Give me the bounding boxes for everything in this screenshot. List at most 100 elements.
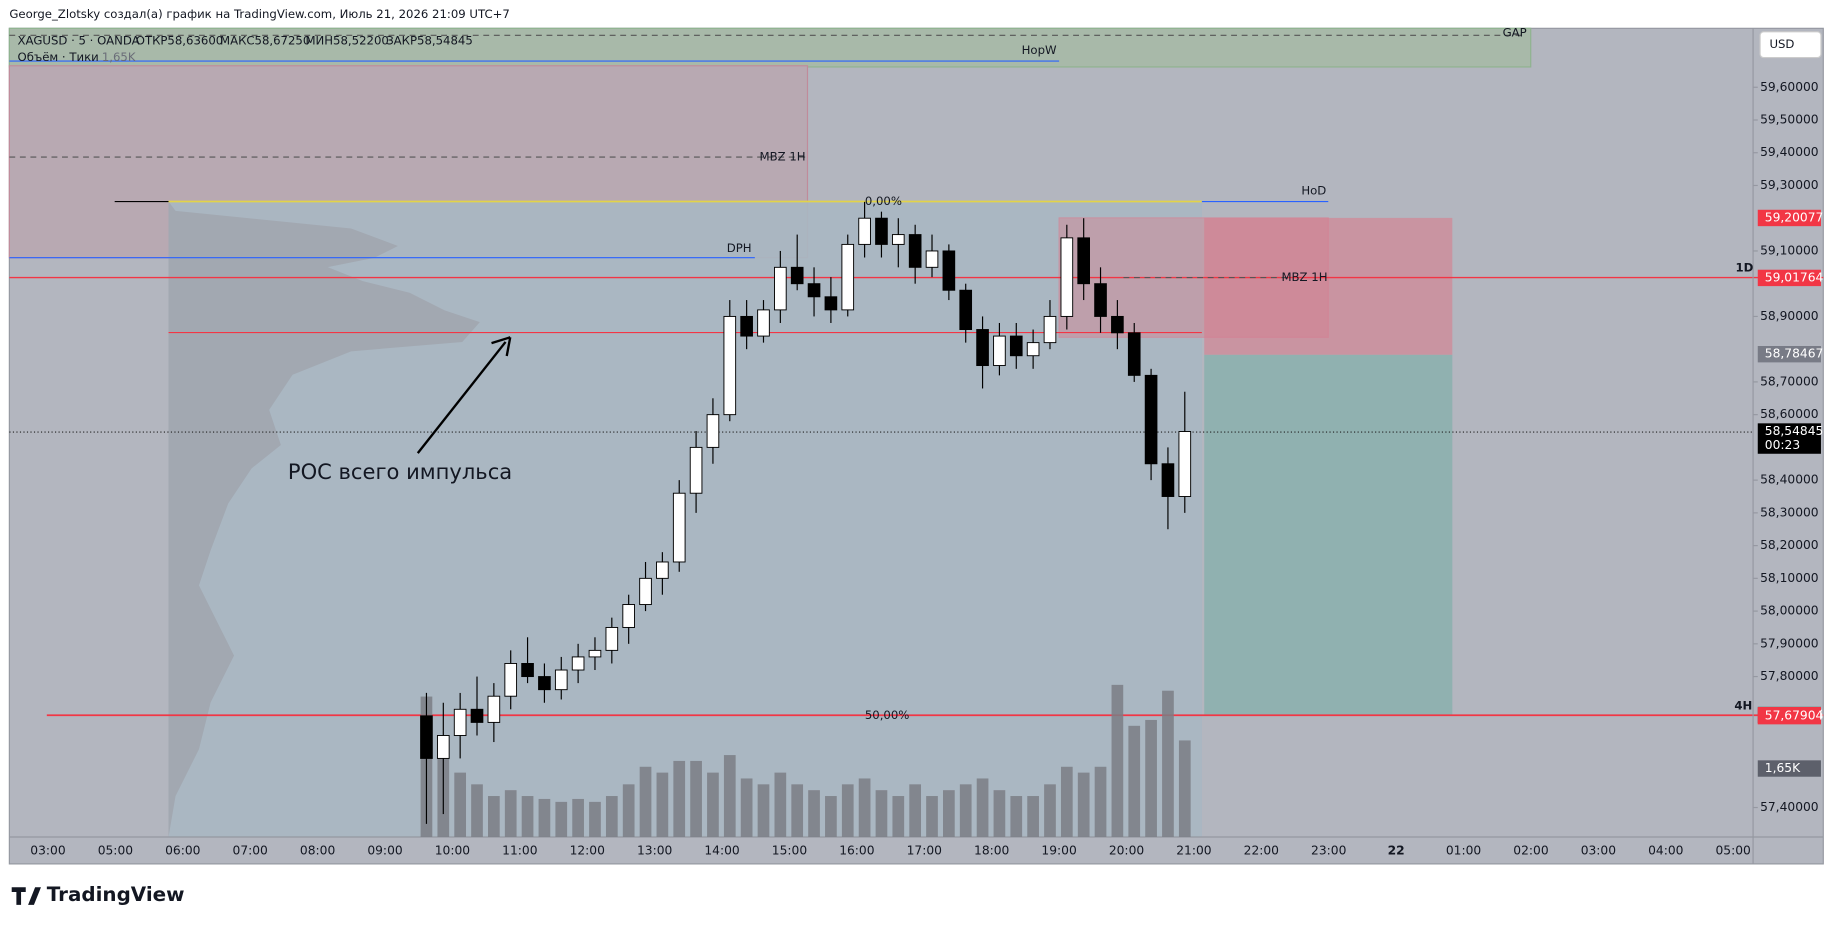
y-tick-label: 59,10000 [1760, 243, 1819, 257]
x-tick-label: 07:00 [233, 844, 268, 858]
x-tick-label: 20:00 [1109, 844, 1144, 858]
hopw-label: HopW [1022, 43, 1057, 57]
volume-bar [1111, 684, 1124, 837]
candle-body [453, 708, 467, 736]
candle-body [891, 234, 905, 245]
x-tick-label: 17:00 [907, 844, 942, 858]
volume-bar [791, 784, 804, 837]
candle-body [639, 577, 652, 606]
y-tick-label: 58,20000 [1760, 538, 1819, 552]
x-tick-label: 16:00 [839, 844, 874, 858]
volume-bar [959, 784, 972, 837]
volume-bar [538, 798, 551, 837]
x-tick-label: 02:00 [1513, 844, 1548, 858]
candle-body [959, 289, 973, 330]
candle-body [1009, 335, 1023, 357]
volume-bar [673, 760, 686, 837]
volume-bar [757, 784, 770, 837]
poc-label: POC всего импульса [288, 459, 512, 484]
candle-body [1043, 315, 1057, 344]
currency-button[interactable] [1759, 31, 1822, 59]
tf-1d: 1D [1736, 261, 1754, 275]
volume-bar [589, 801, 601, 837]
currency-label[interactable]: USD [1769, 37, 1794, 51]
volume-bar [1145, 719, 1157, 837]
arrow [416, 341, 507, 454]
candle-body [942, 250, 956, 291]
y-tick-label: 59,50000 [1760, 112, 1819, 126]
high: МАКС58,67250 [220, 34, 310, 48]
x-tick-label: 12:00 [570, 844, 605, 858]
y-tick-label: 57,40000 [1760, 800, 1819, 814]
candle-body [1060, 237, 1074, 317]
candle-body [790, 266, 804, 285]
y-tick-label: 58,10000 [1760, 571, 1819, 585]
volume-bar [1044, 784, 1056, 837]
x-tick-label: 04:00 [1648, 844, 1683, 858]
x-tick-label: 10:00 [435, 844, 470, 858]
candle-body [470, 708, 484, 723]
volume-bar [909, 784, 922, 837]
candle-body [1026, 342, 1040, 357]
volume-bar [825, 796, 837, 837]
y-tick-label: 58,40000 [1760, 473, 1819, 487]
candle-body [1144, 374, 1158, 465]
author-line: George_Zlotsky создал(а) график на Tradi… [9, 7, 509, 21]
volume-bar [707, 772, 719, 837]
candle-body [554, 669, 568, 691]
arrow-head [491, 336, 512, 357]
volume-bar [454, 772, 467, 837]
candle-body [1077, 237, 1090, 285]
x-tick-label: 11:00 [502, 844, 537, 858]
candle-body [487, 695, 501, 723]
x-tick-label: 18:00 [974, 844, 1009, 858]
volume-bar [774, 772, 787, 837]
candle-body [774, 266, 787, 311]
volume-bar [926, 796, 938, 837]
candle-body [672, 492, 686, 563]
volume-bar [875, 790, 888, 837]
candle-body [875, 217, 888, 245]
volume-bar [1162, 690, 1174, 837]
price-tag-label: 57,67904 [1765, 709, 1824, 723]
x-tick-label: 03:00 [30, 844, 65, 858]
price-tag-countdown: 00:23 [1765, 438, 1800, 452]
volume-bar [993, 790, 1006, 837]
x-tick-label: 08:00 [300, 844, 335, 858]
low: МИН58,52200 [305, 34, 388, 48]
y-tick-label: 58,00000 [1760, 604, 1819, 618]
candle-body [807, 283, 821, 298]
candle-body [925, 250, 939, 268]
volume-bar [892, 796, 905, 837]
target-zone [1204, 354, 1453, 716]
candle-body [757, 309, 770, 337]
price-tag-label: 59,20077 [1765, 210, 1824, 224]
x-tick-label: 21:00 [1176, 844, 1211, 858]
volume-bar [572, 798, 584, 837]
y-tick-label: 58,30000 [1760, 505, 1819, 519]
volume-bar [639, 766, 652, 837]
candle-body [1111, 315, 1124, 334]
price-tag [1757, 423, 1821, 454]
volume-bar [555, 801, 568, 837]
x-tick-label: 22 [1388, 844, 1405, 858]
volume-bar [488, 796, 500, 837]
fib-0-label: 0,00% [865, 194, 902, 208]
volume-bar [943, 790, 955, 837]
candle-body [908, 234, 922, 268]
volume-bar [976, 778, 989, 837]
volume-bar [690, 760, 702, 837]
candle-body [689, 446, 703, 494]
volume-legend: Объём · Тики [18, 50, 99, 64]
price-tag [1757, 269, 1821, 287]
x-tick-label: 15:00 [772, 844, 807, 858]
volume-bar [504, 790, 517, 837]
candle-body [740, 315, 753, 337]
candle-body [521, 663, 534, 678]
price-tag [1757, 209, 1821, 227]
x-tick-label: 14:00 [704, 844, 739, 858]
candle-body [723, 315, 737, 416]
volume-bar [858, 778, 871, 837]
volume-bar [841, 784, 854, 837]
